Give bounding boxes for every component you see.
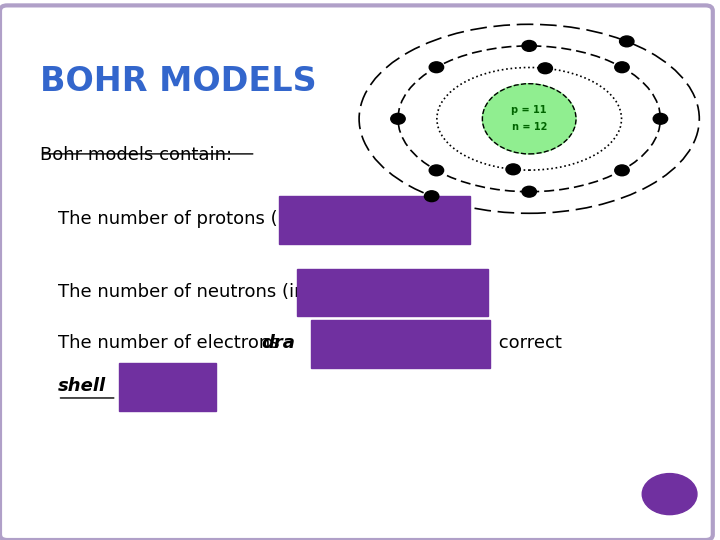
Text: Bohr models contain:: Bohr models contain: [40, 146, 232, 164]
Circle shape [653, 113, 667, 124]
Text: shell: shell [58, 377, 106, 395]
Text: The number of electrons: The number of electrons [58, 334, 285, 352]
Text: correct: correct [493, 334, 562, 352]
Circle shape [615, 62, 629, 73]
FancyBboxPatch shape [119, 363, 216, 411]
Circle shape [424, 191, 438, 201]
Text: The number of neutrons (in t: The number of neutrons (in t [58, 282, 318, 301]
Circle shape [30, 336, 49, 350]
Circle shape [522, 186, 536, 197]
Text: BOHR MODELS: BOHR MODELS [40, 65, 316, 98]
Circle shape [429, 62, 444, 73]
Circle shape [482, 84, 576, 154]
FancyBboxPatch shape [279, 196, 470, 244]
Circle shape [30, 285, 49, 299]
FancyBboxPatch shape [297, 269, 488, 316]
Text: The number of protons (in t: The number of protons (in t [58, 210, 307, 228]
Text: dra: dra [261, 334, 295, 352]
Circle shape [642, 474, 697, 515]
Circle shape [506, 164, 521, 175]
Circle shape [522, 40, 536, 51]
Circle shape [538, 63, 552, 73]
Circle shape [620, 36, 634, 47]
Text: n = 12: n = 12 [511, 123, 547, 132]
Circle shape [615, 165, 629, 176]
FancyBboxPatch shape [311, 320, 490, 368]
Circle shape [30, 212, 49, 226]
Circle shape [429, 165, 444, 176]
FancyBboxPatch shape [0, 5, 713, 540]
Circle shape [391, 113, 405, 124]
Text: p = 11: p = 11 [511, 105, 547, 115]
